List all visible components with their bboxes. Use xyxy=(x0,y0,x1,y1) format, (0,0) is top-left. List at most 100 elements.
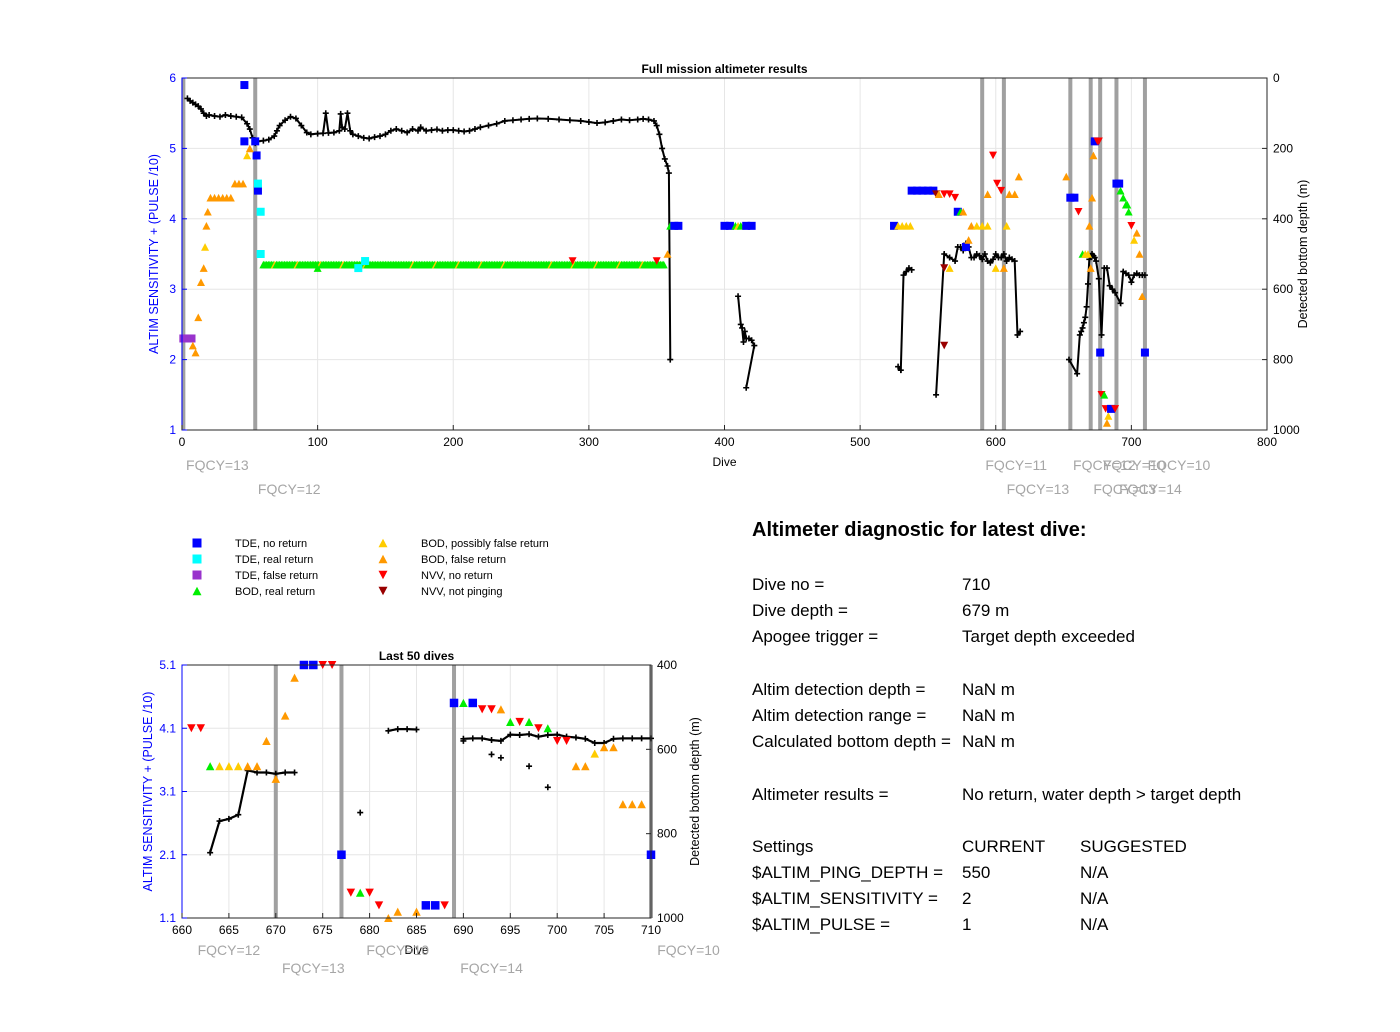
depth-point xyxy=(1014,331,1021,338)
marker-nvv-no-return xyxy=(989,151,998,160)
depth-point xyxy=(377,133,384,140)
band-marker xyxy=(659,260,668,269)
depth-point xyxy=(987,259,994,266)
legend-marker xyxy=(378,538,388,548)
y-tick-label: 6 xyxy=(169,71,176,85)
calc-bottom-depth-label: Calculated bottom depth = xyxy=(752,732,951,752)
depth-point xyxy=(254,769,261,776)
marker-bod-possibly-false xyxy=(983,222,992,230)
marker-bod-false-return xyxy=(999,264,1008,272)
depth-point xyxy=(903,268,910,275)
y2-tick-label: 400 xyxy=(657,658,677,672)
marker-tde-no-return xyxy=(1115,179,1124,188)
marker-nvv-no-return xyxy=(1127,222,1136,230)
marker-nvv-no-return xyxy=(440,901,449,910)
depth-point xyxy=(271,133,278,140)
depth-point xyxy=(466,127,473,134)
depth-point xyxy=(336,127,343,134)
depth-point xyxy=(307,131,314,138)
marker-nvv-no-return xyxy=(951,193,960,202)
marker-bod-real-return xyxy=(1119,193,1128,202)
marker-tde-no-return xyxy=(1070,193,1079,202)
legend-marker xyxy=(192,554,202,564)
marker-tde-no-return xyxy=(923,186,932,195)
marker-bod-false-return xyxy=(203,207,212,216)
marker-tde-no-return xyxy=(337,850,346,859)
x-tick-label: 600 xyxy=(986,435,1006,449)
depth-point xyxy=(238,114,245,121)
depth-point xyxy=(497,754,504,761)
depth-point xyxy=(900,272,907,279)
sensitivity-suggested: N/A xyxy=(1080,889,1109,909)
depth-point xyxy=(393,126,400,133)
depth-point xyxy=(645,116,652,123)
marker-tde-no-return xyxy=(1140,348,1149,357)
marker-tde-no-return xyxy=(431,901,440,910)
legend-item-tde-real-return: TDE, real return xyxy=(192,554,313,566)
legend-label: NVV, not pinging xyxy=(421,586,503,598)
depth-point xyxy=(233,113,240,120)
marker-nvv-no-return xyxy=(568,257,577,265)
y-tick-label: 4.1 xyxy=(159,721,176,735)
depth-point xyxy=(273,127,280,134)
pulse-label: $ALTIM_PULSE = xyxy=(752,915,891,935)
y-tick-label: 2.1 xyxy=(159,848,176,862)
pulse-current: 1 xyxy=(962,915,972,935)
marker-bod-possibly-false xyxy=(1083,250,1092,258)
depth-point xyxy=(534,115,541,122)
fqcy-label: FQCY=13 xyxy=(1093,481,1156,497)
depth-point xyxy=(287,113,294,120)
marker-tde-real-return xyxy=(256,250,265,258)
marker-bod-false-return xyxy=(245,144,254,153)
depth-point xyxy=(303,129,310,136)
results-value: No return, water depth > target depth xyxy=(962,784,1242,804)
marker-bod-possibly-false xyxy=(234,762,243,771)
depth-point xyxy=(216,113,223,120)
depth-point xyxy=(650,117,657,124)
marker-bod-false-return xyxy=(983,190,992,198)
depth-point xyxy=(322,110,329,117)
x-tick-label: 0 xyxy=(179,435,186,449)
depth-point xyxy=(493,120,500,127)
depth-point xyxy=(998,254,1005,261)
marker-bod-false-return xyxy=(627,800,637,809)
settings-header-row: Settings CURRENT SUGGESTED xyxy=(752,834,1372,860)
marker-bod-possibly-false xyxy=(243,151,252,160)
depth-point xyxy=(748,337,755,344)
marker-bod-false-return xyxy=(581,762,590,771)
y2-axis-label: Detected bottom depth (m) xyxy=(1296,180,1310,329)
pulse-row: $ALTIM_PULSE = 1 N/A xyxy=(752,912,1372,938)
x-axis-label: Dive xyxy=(712,455,736,469)
depth-point xyxy=(1103,265,1110,272)
bod-real-band xyxy=(259,260,668,269)
depth-point xyxy=(469,735,476,742)
depth-point xyxy=(1098,331,1105,338)
marker-tde-no-return xyxy=(1090,137,1099,146)
legend-marker xyxy=(378,586,388,596)
depth-point xyxy=(292,115,299,122)
marker-tde-no-return xyxy=(742,221,751,230)
depth-point xyxy=(572,734,579,741)
marker-tde-no-return xyxy=(252,151,261,160)
depth-point xyxy=(741,328,748,335)
marker-bod-false-return xyxy=(252,762,262,771)
depth-point xyxy=(1125,272,1132,279)
y2-tick-label: 800 xyxy=(1273,353,1293,367)
ping-depth-row: $ALTIM_PING_DEPTH = 550 N/A xyxy=(752,860,1372,886)
diagnostic-panel: Altimeter diagnostic for latest dive: Di… xyxy=(752,519,1372,939)
depth-point xyxy=(357,809,364,816)
marker-bod-false-return xyxy=(1088,193,1097,202)
marker-bod-false-return xyxy=(239,179,248,188)
dive-no-label: Dive no = xyxy=(752,575,825,594)
depth-point xyxy=(1083,303,1090,310)
depth-point xyxy=(282,769,289,776)
depth-point xyxy=(737,321,744,328)
marker-bod-possibly-false xyxy=(945,264,954,272)
marker-bod-possibly-false xyxy=(224,762,234,771)
marker-bod-possibly-false xyxy=(1130,236,1139,244)
marker-bod-real-return xyxy=(355,888,365,897)
legend-label: TDE, no return xyxy=(235,538,307,550)
y2-axis-label: Detected bottom depth (m) xyxy=(688,717,702,866)
depth-point xyxy=(1011,258,1018,265)
marker-bod-possibly-false xyxy=(978,222,987,230)
